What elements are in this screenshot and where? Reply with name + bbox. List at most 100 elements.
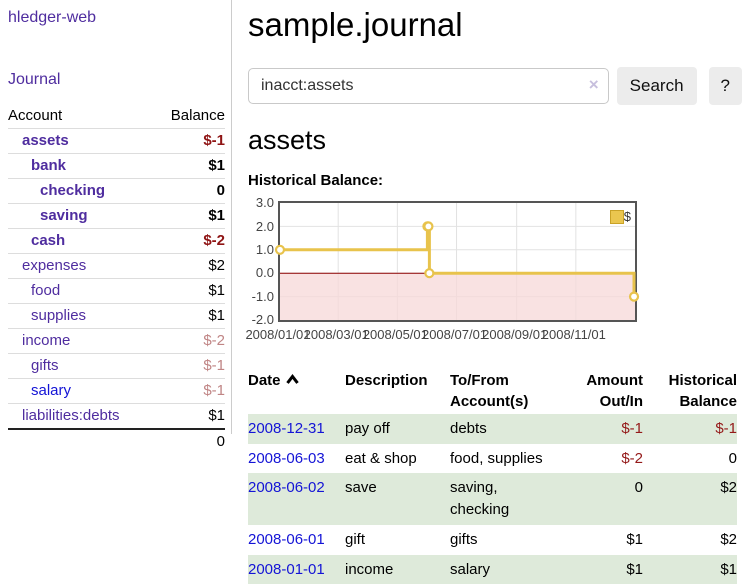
account-balance: $1 bbox=[154, 204, 225, 229]
account-link-supplies[interactable]: supplies bbox=[31, 307, 86, 324]
search-form: × Search ? bbox=[248, 67, 742, 105]
accounts-total-row: 0 bbox=[8, 429, 225, 454]
account-link-bank[interactable]: bank bbox=[31, 157, 66, 174]
transaction-description: income bbox=[345, 555, 450, 584]
chart-section-label: Historical Balance: bbox=[248, 172, 742, 189]
transaction-description: gift bbox=[345, 525, 450, 555]
account-balance: $1 bbox=[154, 154, 225, 179]
transaction-description: pay off bbox=[345, 414, 450, 444]
transaction-date-link[interactable]: 2008-06-03 bbox=[248, 450, 325, 467]
account-balance: 0 bbox=[154, 179, 225, 204]
account-link-food[interactable]: food bbox=[31, 282, 60, 299]
transaction-balance: $2 bbox=[643, 525, 737, 555]
y-axis-tick-label: -1.0 bbox=[248, 289, 274, 304]
chart-legend: $ bbox=[610, 209, 631, 224]
account-heading: assets bbox=[248, 125, 742, 156]
transaction-accounts: salary bbox=[450, 555, 555, 584]
account-balance: $1 bbox=[154, 304, 225, 329]
y-axis-tick-label: 3.0 bbox=[248, 195, 274, 210]
legend-label: $ bbox=[624, 209, 631, 224]
register-header-balance: Historical Balance bbox=[643, 369, 737, 414]
account-row: liabilities:debts $1 bbox=[8, 404, 225, 430]
register-header-amount: Amount Out/In bbox=[555, 369, 643, 414]
account-link-checking[interactable]: checking bbox=[40, 182, 105, 199]
account-balance: $2 bbox=[154, 254, 225, 279]
app-title-link[interactable]: hledger-web bbox=[8, 9, 96, 26]
transaction-description: save bbox=[345, 473, 450, 525]
transaction-date-link[interactable]: 2008-06-01 bbox=[248, 531, 325, 548]
account-link-income[interactable]: income bbox=[22, 332, 70, 349]
transaction-balance: $2 bbox=[643, 473, 737, 525]
account-row: supplies $1 bbox=[8, 304, 225, 329]
search-help-button[interactable]: ? bbox=[709, 67, 742, 105]
transaction-date-link[interactable]: 2008-01-01 bbox=[248, 561, 325, 578]
sidebar-nav: Journal bbox=[8, 71, 231, 89]
transaction-accounts: debts bbox=[450, 414, 555, 444]
transaction-accounts: saving, checking bbox=[450, 473, 555, 525]
register-table: Date Description To/From Account(s) Amou… bbox=[248, 369, 737, 584]
search-input[interactable] bbox=[248, 68, 609, 104]
account-row: bank $1 bbox=[8, 154, 225, 179]
account-link-liabilities-debts[interactable]: liabilities:debts bbox=[22, 407, 120, 424]
account-row: food$1 bbox=[8, 279, 225, 304]
main-content: sample.journal × Search ? assets Histori… bbox=[248, 0, 742, 584]
account-balance: $-1 bbox=[154, 354, 225, 379]
chart-plot-area: $ bbox=[278, 201, 637, 322]
y-axis-tick-label: 0.0 bbox=[248, 265, 274, 280]
clear-search-icon[interactable]: × bbox=[589, 75, 599, 95]
transaction-amount: 0 bbox=[555, 473, 643, 525]
sort-ascending-icon bbox=[285, 371, 300, 391]
account-balance: $-2 bbox=[154, 229, 225, 254]
accounts-table: Account Balance assets $-1 bank $1 checking 0… bbox=[8, 104, 225, 454]
account-row: checking 0 bbox=[8, 179, 225, 204]
account-row: income$-2 bbox=[8, 329, 225, 354]
accounts-header-account: Account bbox=[8, 104, 154, 129]
x-axis-tick-label: 2008/11/01 bbox=[534, 327, 614, 342]
account-balance: $-1 bbox=[154, 379, 225, 404]
account-row: expenses $2 bbox=[8, 254, 225, 279]
transaction-amount: $-1 bbox=[555, 414, 643, 444]
transaction-balance: $-1 bbox=[643, 414, 737, 444]
transaction-date-link[interactable]: 2008-12-31 bbox=[248, 420, 325, 437]
transaction-amount: $1 bbox=[555, 555, 643, 584]
accounts-total-value: 0 bbox=[154, 429, 225, 454]
account-balance: $-1 bbox=[154, 129, 225, 154]
account-link-salary[interactable]: salary bbox=[31, 382, 71, 399]
account-row: saving $1 bbox=[8, 204, 225, 229]
account-link-expenses[interactable]: expenses bbox=[22, 257, 86, 274]
register-header-description: Description bbox=[345, 369, 450, 414]
transaction-date-link[interactable]: 2008-06-02 bbox=[248, 479, 325, 496]
search-button[interactable]: Search bbox=[617, 67, 697, 105]
app-title: hledger-web bbox=[8, 9, 231, 27]
account-row: assets $-1 bbox=[8, 129, 225, 154]
account-link-saving[interactable]: saving bbox=[40, 207, 88, 224]
transaction-accounts: gifts bbox=[450, 525, 555, 555]
transaction-accounts: food, supplies bbox=[450, 444, 555, 474]
transaction-amount: $-2 bbox=[555, 444, 643, 474]
account-link-assets[interactable]: assets bbox=[22, 132, 69, 149]
register-header-date[interactable]: Date bbox=[248, 369, 345, 414]
transaction-description: eat & shop bbox=[345, 444, 450, 474]
legend-swatch-icon bbox=[610, 210, 624, 224]
page-title: sample.journal bbox=[248, 4, 742, 45]
y-axis-tick-label: -2.0 bbox=[248, 312, 274, 327]
account-row: salary $-1 bbox=[8, 379, 225, 404]
account-balance: $1 bbox=[154, 404, 225, 430]
sidebar: hledger-web Journal Account Balance asse… bbox=[0, 0, 232, 434]
account-link-gifts[interactable]: gifts bbox=[31, 357, 59, 374]
transaction-amount: $1 bbox=[555, 525, 643, 555]
transaction-balance: $1 bbox=[643, 555, 737, 584]
accounts-header-balance: Balance bbox=[154, 104, 225, 129]
y-axis-tick-label: 2.0 bbox=[248, 219, 274, 234]
account-row: cash $-2 bbox=[8, 229, 225, 254]
account-link-cash[interactable]: cash bbox=[31, 232, 65, 249]
register-header-accounts: To/From Account(s) bbox=[450, 369, 555, 414]
sidebar-item-journal[interactable]: Journal bbox=[8, 71, 60, 88]
transaction-balance: 0 bbox=[643, 444, 737, 474]
